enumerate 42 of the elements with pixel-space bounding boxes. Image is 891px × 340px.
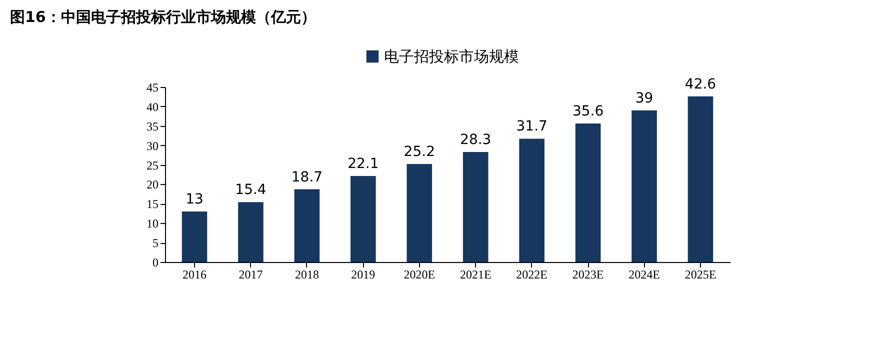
y-tick-label: 30 xyxy=(146,138,158,153)
data-label: 15.4 xyxy=(235,182,266,198)
data-label: 18.7 xyxy=(291,169,323,186)
chart-title: 图16：中国电子招投标行业市场规模（亿元） xyxy=(10,8,316,26)
x-tick-label: 2017 xyxy=(238,268,263,282)
y-tick-label: 35 xyxy=(146,119,158,134)
bar xyxy=(519,138,544,262)
bar xyxy=(406,164,432,262)
x-tick-label: 2016 xyxy=(182,268,207,282)
data-label: 25.2 xyxy=(404,144,435,160)
x-tick-label: 2025E xyxy=(684,268,716,282)
bar xyxy=(632,110,657,262)
bar xyxy=(575,124,601,262)
y-tick-label: 40 xyxy=(146,100,158,114)
x-tick-label: 2020E xyxy=(404,268,436,282)
data-label: 35.6 xyxy=(572,104,604,120)
x-tick-label: 2019 xyxy=(351,268,376,282)
bar xyxy=(688,96,714,262)
x-tick-label: 2021E xyxy=(460,268,492,282)
data-label: 31.7 xyxy=(516,118,548,135)
x-tick-label: 2022E xyxy=(516,268,548,282)
y-tick-label: 15 xyxy=(146,197,158,212)
y-tick-label: 0 xyxy=(152,256,158,270)
y-tick-label: 10 xyxy=(146,216,158,231)
data-label: 39 xyxy=(635,90,654,106)
x-tick-label: 2024E xyxy=(628,268,660,282)
data-label: 22.1 xyxy=(348,156,379,172)
bar xyxy=(294,189,320,262)
bar xyxy=(350,176,376,262)
bar xyxy=(462,152,488,262)
data-label: 28.3 xyxy=(460,132,492,148)
y-tick-label: 25 xyxy=(146,158,158,172)
data-label: 42.6 xyxy=(684,76,716,92)
y-tick-label: 5 xyxy=(152,236,158,250)
bar xyxy=(238,202,264,262)
bar xyxy=(182,211,208,262)
y-tick-label: 20 xyxy=(146,178,158,192)
x-tick-label: 2018 xyxy=(294,268,319,282)
legend-label: 电子招投标市场规模 xyxy=(384,48,519,66)
x-tick-label: 2023E xyxy=(572,268,604,282)
data-label: 13 xyxy=(186,191,204,208)
y-tick-label: 45 xyxy=(146,80,158,94)
